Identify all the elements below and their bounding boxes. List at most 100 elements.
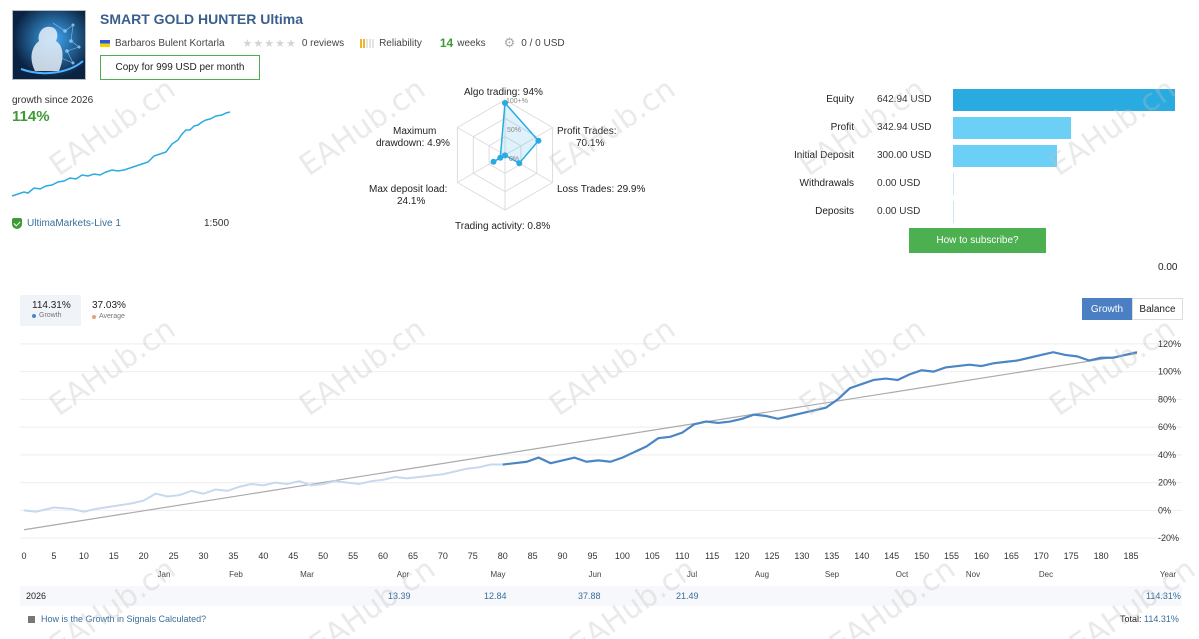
month-label: Feb: [229, 570, 243, 579]
x-tick-label: 120: [735, 551, 750, 561]
rating-stars-icon: ★★★★★: [242, 37, 297, 50]
legend-growth-label: Growth: [39, 312, 62, 319]
y-tick-label: 0%: [1158, 505, 1171, 515]
radar-label-profit-2: 70.1%: [576, 138, 605, 149]
verified-shield-icon: [12, 218, 22, 229]
legend-growth: Growth: [32, 312, 62, 319]
account-name[interactable]: UltimaMarkets-Live 1: [27, 218, 121, 229]
x-tick-label: 5: [51, 551, 56, 561]
subscribers-value: 0 / 0 USD: [521, 37, 565, 49]
y-tick-label: 40%: [1158, 450, 1176, 460]
x-tick-label: 25: [169, 551, 179, 561]
x-tick-label: 140: [854, 551, 869, 561]
weeks-label: weeks: [457, 37, 486, 49]
radar-label-deposit-2: 24.1%: [397, 196, 426, 207]
month-label: Mar: [300, 570, 314, 579]
year-label: 2026: [26, 591, 47, 601]
tab-growth[interactable]: Growth: [1082, 298, 1132, 320]
legend-growth-value: 114.31%: [32, 300, 71, 311]
growth-help-text[interactable]: How is the Growth in Signals Calculated?: [41, 614, 207, 624]
signal-title[interactable]: SMART GOLD HUNTER Ultima: [100, 11, 303, 27]
y-tick-label: -20%: [1158, 533, 1179, 543]
radar-label-activity: Trading activity: 0.8%: [455, 221, 551, 232]
bar-value-withdrawals: 0.00 USD: [877, 178, 921, 189]
author-name[interactable]: Barbaros Bulent Kortarla: [115, 37, 225, 49]
month-label: Year: [1160, 570, 1177, 579]
x-tick-label: 20: [139, 551, 149, 561]
bar-initial-deposit: [953, 145, 1057, 167]
tab-balance[interactable]: Balance: [1132, 298, 1183, 320]
y-tick-label: 80%: [1158, 394, 1176, 404]
year-table-row: 2026 13.39 12.84 37.88 21.49 114.31%: [20, 586, 1182, 606]
bar-equity: [953, 89, 1175, 111]
x-tick-label: 55: [348, 551, 358, 561]
legend-average-value: 37.03%: [92, 300, 126, 311]
help-book-icon: [28, 615, 35, 623]
x-tick-label: 60: [378, 551, 388, 561]
month-label: Jun: [589, 570, 602, 579]
x-tick-label: 125: [764, 551, 779, 561]
x-tick-label: 65: [408, 551, 418, 561]
x-tick-label: 15: [109, 551, 119, 561]
total-summary: Total: 114.31%: [1120, 614, 1179, 624]
account-link[interactable]: UltimaMarkets-Live 1: [12, 218, 121, 229]
growth-value: 114%: [12, 108, 50, 125]
radar-label-profit-1: Profit Trades:: [557, 126, 617, 137]
legend-average: 37.03% Average: [92, 300, 126, 320]
average-dot-icon: [92, 314, 96, 319]
copy-signal-button[interactable]: Copy for 999 USD per month: [100, 55, 260, 80]
month-label: May: [490, 570, 505, 579]
bar-label-withdrawals: Withdrawals: [799, 178, 854, 189]
month-label: Dec: [1039, 570, 1053, 579]
y-tick-label: 20%: [1158, 478, 1176, 488]
month-apr-value[interactable]: 13.39: [388, 591, 411, 601]
subscribers-gear-icon: ⚙: [503, 35, 516, 50]
month-jul-value[interactable]: 21.49: [676, 591, 699, 601]
x-tick-label: 45: [288, 551, 298, 561]
bar-value-initial-deposit: 300.00 USD: [877, 150, 932, 161]
growth-help-link[interactable]: How is the Growth in Signals Calculated?: [28, 614, 206, 624]
growth-dot-icon: [32, 313, 36, 318]
x-tick-label: 110: [675, 551, 689, 561]
x-tick-label: 30: [199, 551, 209, 561]
month-label: Jan: [158, 570, 171, 579]
month-label: Oct: [896, 570, 909, 579]
month-label: Aug: [755, 570, 769, 579]
x-tick-label: 130: [794, 551, 809, 561]
month-jun-value[interactable]: 37.88: [578, 591, 601, 601]
radar-chart: [456, 99, 554, 211]
radar-scale-50: 50%: [507, 127, 522, 134]
year-total-value[interactable]: 114.31%: [1146, 591, 1181, 601]
signal-meta: Barbaros Bulent Kortarla ★★★★★ 0 reviews…: [100, 35, 565, 50]
weeks-value: 14: [439, 36, 454, 50]
x-tick-label: 0: [21, 551, 26, 561]
radar-label-algo: Algo trading: 94%: [464, 87, 543, 98]
x-tick-label: 50: [318, 551, 328, 561]
x-tick-label: 185: [1124, 551, 1139, 561]
x-tick-label: 95: [587, 551, 597, 561]
reviews-link[interactable]: 0 reviews: [301, 37, 345, 49]
y-tick-label: 100%: [1158, 367, 1181, 377]
month-label: Nov: [966, 570, 980, 579]
legend-average-row: Average: [92, 313, 126, 320]
bar-profit: [953, 117, 1072, 139]
radar-label-loss: Loss Trades: 29.9%: [557, 184, 646, 195]
x-tick-label: 115: [705, 551, 719, 561]
total-value: 114.31%: [1144, 614, 1179, 624]
x-tick-label: 35: [228, 551, 238, 561]
signal-avatar[interactable]: [12, 10, 86, 80]
month-may-value[interactable]: 12.84: [484, 591, 507, 601]
reliability-label: Reliability: [379, 37, 422, 49]
bar-value-deposits: 0.00 USD: [877, 206, 921, 217]
radar-label-drawdown-1: Maximum: [393, 126, 437, 137]
legend-average-label: Average: [99, 313, 125, 320]
bar-label-deposits: Deposits: [815, 206, 854, 217]
x-tick-label: 150: [914, 551, 929, 561]
month-label: Jul: [687, 570, 697, 579]
chart-legend: 114.31% Growth: [20, 295, 81, 326]
x-tick-label: 180: [1094, 551, 1109, 561]
bar-label-profit: Profit: [830, 122, 854, 133]
month-label: Sep: [825, 570, 840, 579]
x-tick-label: 165: [1004, 551, 1019, 561]
how-to-subscribe-button[interactable]: How to subscribe?: [909, 228, 1046, 253]
